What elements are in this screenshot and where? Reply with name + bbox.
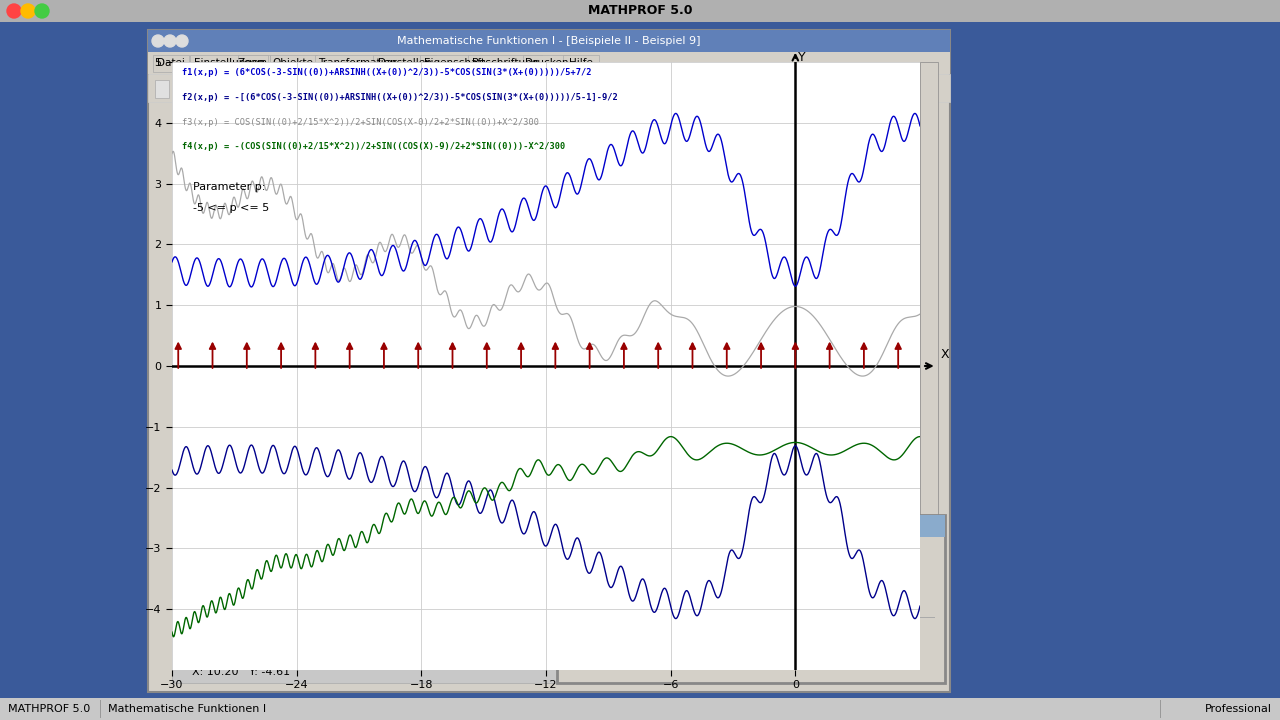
Bar (193, 80, 207, 98)
Text: _Parameter: _Parameter (840, 577, 904, 588)
Bar (462, 80, 476, 98)
Text: Beschriftung: Beschriftung (472, 58, 538, 68)
Bar (637, 624, 767, 652)
Text: MATHPROF 5.0: MATHPROF 5.0 (588, 4, 692, 17)
Bar (477, 80, 492, 98)
Text: ⟳ Simulation: ⟳ Simulation (836, 633, 909, 643)
Circle shape (20, 4, 35, 18)
FancyBboxPatch shape (238, 55, 268, 72)
Bar (221, 80, 236, 98)
Bar (567, 617, 934, 618)
Bar (0, 0, 1280, 22)
Bar (148, 30, 950, 692)
Bar (657, 571, 787, 595)
FancyBboxPatch shape (420, 55, 489, 72)
Bar (367, 80, 381, 98)
Text: Zoom: Zoom (238, 58, 268, 68)
Bar (207, 80, 221, 98)
Text: Eigenschaft: Eigenschaft (424, 58, 485, 68)
Text: ◄: ◄ (659, 577, 668, 590)
Circle shape (177, 35, 188, 47)
Text: ►: ► (782, 577, 791, 590)
Text: f4(x,p) = -(COS(SIN((0)+2/15*X^2))/2+SIN((COS(X)-9)/2+2*SIN((0)))-X^2/300: f4(x,p) = -(COS(SIN((0)+2/15*X^2))/2+SIN… (182, 142, 566, 151)
Text: Parameter P:: Parameter P: (577, 577, 669, 590)
Circle shape (35, 4, 49, 18)
FancyBboxPatch shape (154, 55, 188, 72)
Circle shape (562, 519, 576, 533)
Bar (291, 80, 305, 98)
Bar (255, 80, 269, 98)
Bar (155, 80, 169, 98)
Text: f2(x,p) = -[(6*COS(-3-SIN((0))+ARSINH((X+(0))^2/3))-5*COS(SIN(3*(X+(0)))))/5-1]-: f2(x,p) = -[(6*COS(-3-SIN((0))+ARSINH((X… (182, 94, 618, 102)
Text: Y: Y (799, 51, 806, 64)
FancyBboxPatch shape (524, 55, 570, 72)
Bar (447, 80, 461, 98)
Text: MATHPROF 5.0: MATHPROF 5.0 (8, 704, 91, 714)
Bar (306, 80, 320, 98)
FancyBboxPatch shape (468, 55, 541, 72)
Text: Darstellen: Darstellen (378, 58, 431, 68)
Bar (241, 80, 253, 98)
Bar (335, 80, 349, 98)
Bar (381, 80, 396, 98)
Text: Datei: Datei (157, 58, 184, 68)
Text: Einstellungen: Einstellungen (195, 58, 265, 68)
Bar (172, 661, 920, 683)
Text: Transformation: Transformation (319, 58, 397, 68)
Circle shape (6, 4, 20, 18)
Text: 🔒 Ausblenden: 🔒 Ausblenden (664, 633, 740, 643)
Circle shape (164, 35, 177, 47)
Text: Parameter p:: Parameter p: (193, 181, 265, 192)
FancyBboxPatch shape (315, 55, 399, 72)
Text: X: 10.20   Y: -4.61: X: 10.20 Y: -4.61 (192, 667, 291, 677)
Text: -5 <= p <= 5: -5 <= p <= 5 (193, 203, 269, 213)
Text: Mathematische Funktionen I - [Beispiele II - Beispiel 9]: Mathematische Funktionen I - [Beispiele … (397, 36, 700, 46)
Bar (433, 80, 445, 98)
Text: Mathematische Funktionen I: Mathematische Funktionen I (707, 520, 906, 533)
Bar (173, 80, 187, 98)
Bar (415, 80, 429, 98)
Circle shape (152, 35, 164, 47)
Bar (509, 80, 524, 98)
FancyBboxPatch shape (189, 55, 270, 72)
Circle shape (575, 519, 589, 533)
Text: f1(x,p) = (6*COS(-3-SIN((0))+ARSINH((X+(0))^2/3))-5*COS(SIN(3*(X+(0)))))/5+7/2: f1(x,p) = (6*COS(-3-SIN((0))+ARSINH((X+(… (182, 68, 591, 77)
Circle shape (588, 519, 602, 533)
Text: Mathematische Funktionen I: Mathematische Funktionen I (108, 704, 266, 714)
Bar (827, 569, 916, 597)
Bar (352, 80, 366, 98)
Bar (920, 62, 938, 670)
FancyBboxPatch shape (270, 55, 316, 72)
FancyBboxPatch shape (372, 55, 436, 72)
Text: f3(x,p) = COS(SIN((0)+2/15*X^2))/2+SIN(COS(X-0)/2+2*SIN((0))+X^2/300: f3(x,p) = COS(SIN((0)+2/15*X^2))/2+SIN(C… (182, 117, 539, 127)
Text: X: X (941, 348, 950, 361)
Text: Hilfe: Hilfe (568, 58, 593, 68)
Bar (148, 74, 950, 102)
Bar (270, 80, 284, 98)
Bar (827, 624, 916, 652)
Bar (148, 52, 950, 74)
Bar (0, 698, 1280, 720)
Bar (321, 80, 335, 98)
Text: 0: 0 (803, 576, 812, 590)
Bar (495, 80, 509, 98)
Bar (557, 515, 945, 683)
Text: Objekte: Objekte (273, 58, 314, 68)
Bar (148, 30, 950, 52)
Bar (397, 80, 411, 98)
Text: Professional: Professional (1204, 704, 1272, 714)
FancyBboxPatch shape (563, 55, 599, 72)
Circle shape (602, 519, 614, 533)
Bar (557, 515, 945, 537)
Text: Drucken: Drucken (525, 58, 568, 68)
